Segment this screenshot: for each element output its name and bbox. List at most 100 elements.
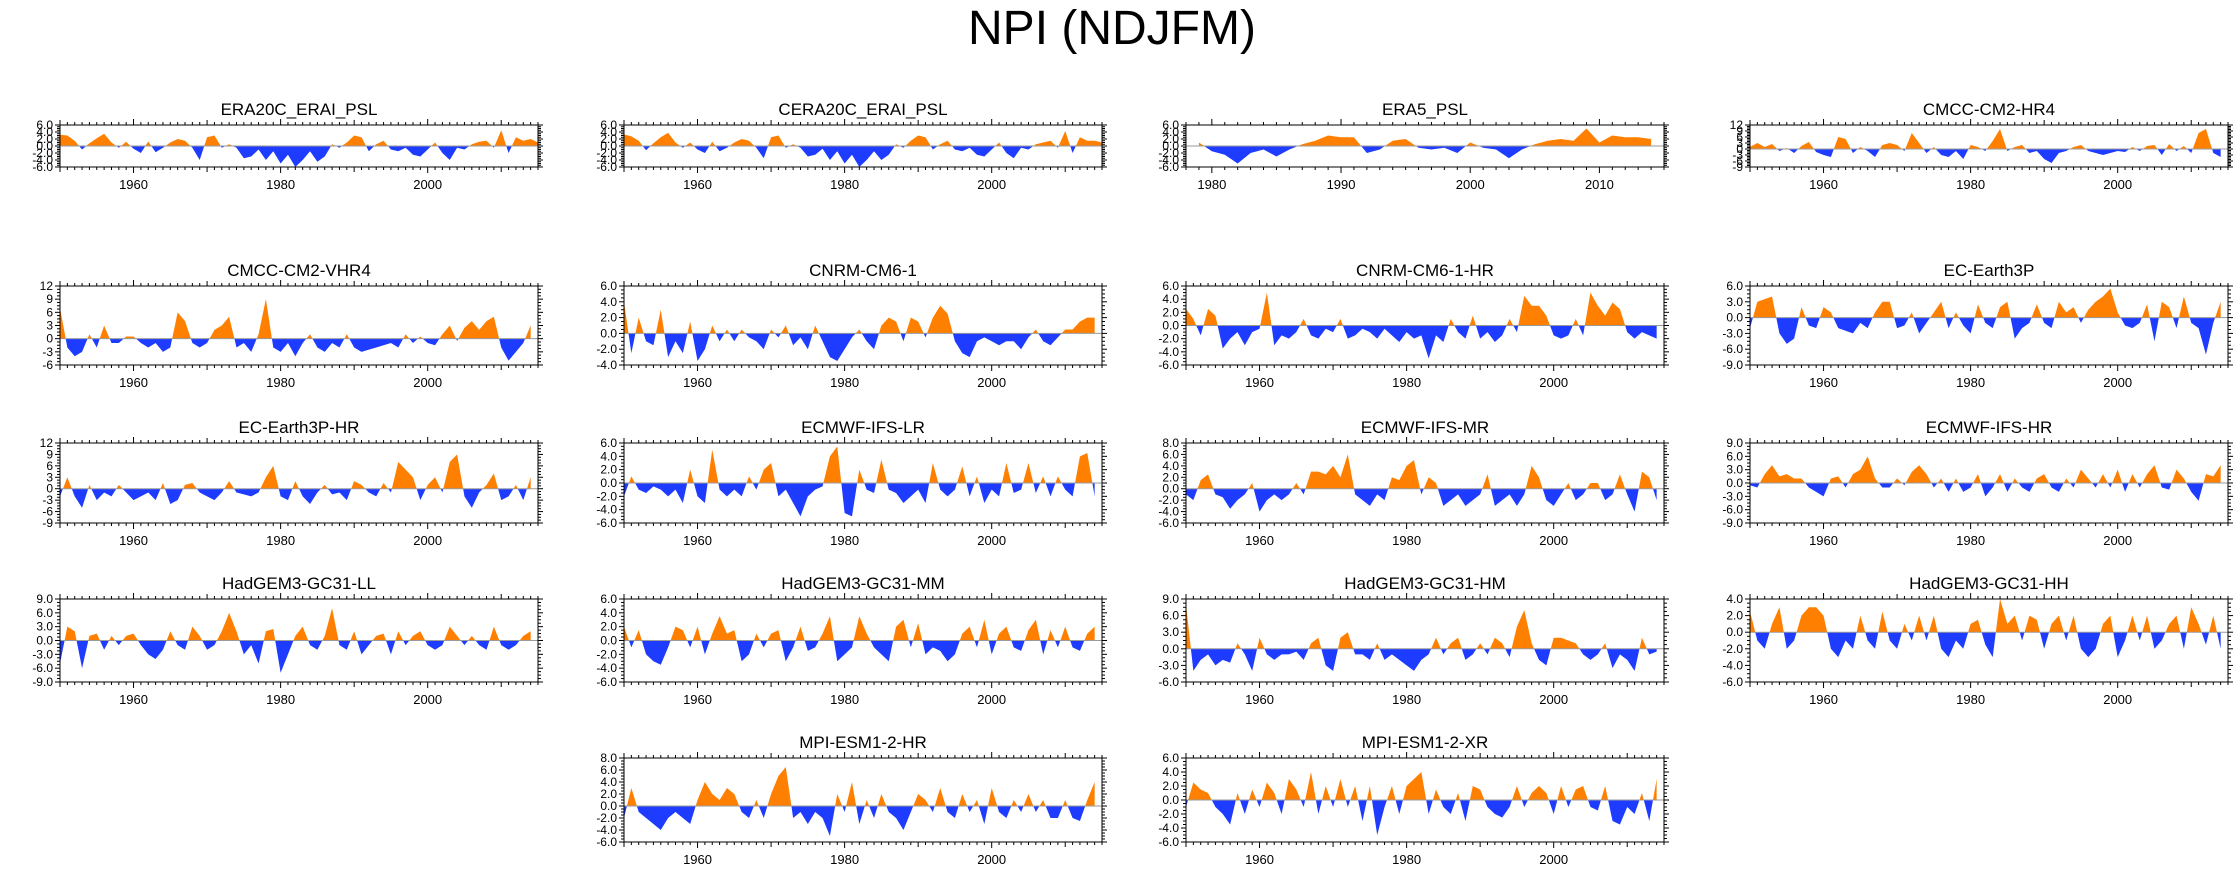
panel-era5-psl: ERA5_PSL -6.0-4.0-2.00.02.04.06.0 1980 1990…	[1158, 100, 1669, 192]
panel-mpi-esm1-2-hr: MPI-ESM1-2-HR -6.0-4.0-2.00.02.04.06.08.0…	[596, 733, 1107, 867]
y-tick-label: -6.0	[1158, 675, 1179, 689]
y-tick-label: -4.0	[596, 661, 617, 675]
y-tick-label: 6.0	[600, 592, 617, 606]
x-tick-label: 1960	[683, 852, 712, 867]
y-tick-label: 6.0	[1162, 751, 1179, 765]
panel-title: MPI-ESM1-2-XR	[1362, 733, 1489, 752]
y-tick-label: 4.0	[1162, 292, 1179, 306]
negative-area	[60, 146, 538, 167]
negative-area	[1186, 800, 1657, 835]
x-tick-label: 1960	[1245, 533, 1274, 548]
y-tick-label: 2.0	[600, 620, 617, 634]
positive-area	[1198, 128, 1652, 146]
x-tick-label: 2000	[1539, 533, 1568, 548]
y-tick-label: -6.0	[32, 160, 53, 174]
x-tick-label: 2000	[2103, 692, 2132, 707]
y-tick-label: -2.0	[1158, 332, 1179, 346]
y-tick-label: -3.0	[1158, 658, 1179, 672]
y-tick-label: 6.0	[36, 118, 53, 132]
y-tick-label: 0.0	[1162, 482, 1179, 496]
x-tick-label: 1980	[266, 375, 295, 390]
y-tick-label: 2.0	[36, 132, 53, 146]
plot-frame	[1185, 598, 1665, 683]
negative-area	[624, 806, 1095, 836]
panel-title: ECMWF-IFS-HR	[1926, 418, 2053, 437]
y-tick-label: -6.0	[1158, 358, 1179, 372]
positive-area	[60, 454, 531, 489]
y-tick-label: 9.0	[1162, 592, 1179, 606]
y-tick-label: -4.0	[1158, 345, 1179, 359]
panel-title: HadGEM3-GC31-HH	[1909, 574, 2069, 593]
y-tick-label: -4.0	[596, 153, 617, 167]
x-tick-label: 2000	[2103, 177, 2132, 192]
y-tick-label: 0	[1736, 142, 1743, 156]
panel-title: ERA20C_ERAI_PSL	[221, 100, 378, 119]
y-tick-label: -2.0	[1158, 146, 1179, 160]
positive-area	[624, 130, 1102, 146]
panel-era20c-erai-psl: ERA20C_ERAI_PSL -6.0-4.0-2.00.02.04.06.0 1…	[32, 100, 543, 192]
y-tick-label: 2.0	[600, 311, 617, 325]
negative-area	[1186, 325, 1657, 359]
y-tick-label: -4.0	[32, 153, 53, 167]
x-tick-label: 2000	[1539, 375, 1568, 390]
y-tick-label: -6.0	[1722, 503, 1743, 517]
positive-area	[624, 301, 1095, 334]
x-tick-label: 2000	[2103, 533, 2132, 548]
y-tick-label: 0.0	[1726, 625, 1743, 639]
x-tick-label: 2000	[413, 375, 442, 390]
x-tick-label: 2000	[977, 692, 1006, 707]
x-tick-label: 2000	[1539, 692, 1568, 707]
x-tick-label: 1960	[119, 177, 148, 192]
panel-hadgem3-gc31-mm: HadGEM3-GC31-MM -6.0-4.0-2.00.02.04.06.0 1…	[596, 574, 1107, 707]
y-tick-label: 4.0	[1726, 592, 1743, 606]
y-tick-label: 6.0	[1162, 279, 1179, 293]
x-tick-label: 2000	[1539, 852, 1568, 867]
y-tick-label: 3.0	[36, 620, 53, 634]
y-tick-label: 3	[46, 470, 53, 484]
panel-title: EC-Earth3P	[1944, 261, 2035, 280]
y-tick-label: 0	[46, 332, 53, 346]
x-tick-label: 1960	[119, 533, 148, 548]
x-tick-label: 1960	[1809, 177, 1838, 192]
y-tick-label: -4.0	[1722, 658, 1743, 672]
x-tick-label: 1980	[1392, 533, 1421, 548]
panel-ecmwf-ifs-hr: ECMWF-IFS-HR -9.0-6.0-3.00.03.06.09.0 1960…	[1722, 418, 2233, 548]
y-tick-label: 0.0	[1162, 319, 1179, 333]
plot-frame	[59, 285, 539, 366]
panel-title: HadGEM3-GC31-LL	[222, 574, 376, 593]
y-tick-label: 6	[46, 305, 53, 319]
panel-title: ECMWF-IFS-MR	[1361, 418, 1489, 437]
y-tick-label: 12	[40, 279, 54, 293]
y-tick-label: -6.0	[1722, 675, 1743, 689]
y-tick-label: 3	[46, 319, 53, 333]
x-tick-label: 2000	[413, 692, 442, 707]
y-tick-label: 0.0	[1162, 139, 1179, 153]
y-tick-label: -3.0	[1722, 489, 1743, 503]
y-tick-label: 0.0	[1162, 793, 1179, 807]
panel-title: CNRM-CM6-1-HR	[1356, 261, 1494, 280]
x-tick-label: 2000	[1456, 177, 1485, 192]
y-tick-label: -2.0	[596, 342, 617, 356]
y-tick-label: -4.0	[1158, 153, 1179, 167]
panel-title: EC-Earth3P-HR	[239, 418, 360, 437]
y-tick-label: 6.0	[600, 436, 617, 450]
y-tick-label: 9.0	[1726, 436, 1743, 450]
y-tick-label: 4.0	[1162, 765, 1179, 779]
y-tick-label: 2.0	[600, 132, 617, 146]
negative-area	[1750, 149, 2221, 163]
y-tick-label: -2.0	[1722, 642, 1743, 656]
y-tick-label: -6	[42, 505, 53, 519]
x-tick-label: 1980	[1956, 692, 1985, 707]
panel-title: HadGEM3-GC31-HM	[1344, 574, 1506, 593]
y-tick-label: -2.0	[32, 146, 53, 160]
y-tick-label: 3.0	[1162, 625, 1179, 639]
y-tick-label: 2.0	[1162, 132, 1179, 146]
x-tick-label: 1990	[1327, 177, 1356, 192]
panel-title: CMCC-CM2-HR4	[1923, 100, 2055, 119]
panels-group: ERA20C_ERAI_PSL-6.0-4.0-2.00.02.04.06.01…	[32, 100, 2233, 867]
y-tick-label: -6.0	[596, 675, 617, 689]
negative-area	[1186, 648, 1657, 671]
x-tick-label: 1980	[1956, 533, 1985, 548]
